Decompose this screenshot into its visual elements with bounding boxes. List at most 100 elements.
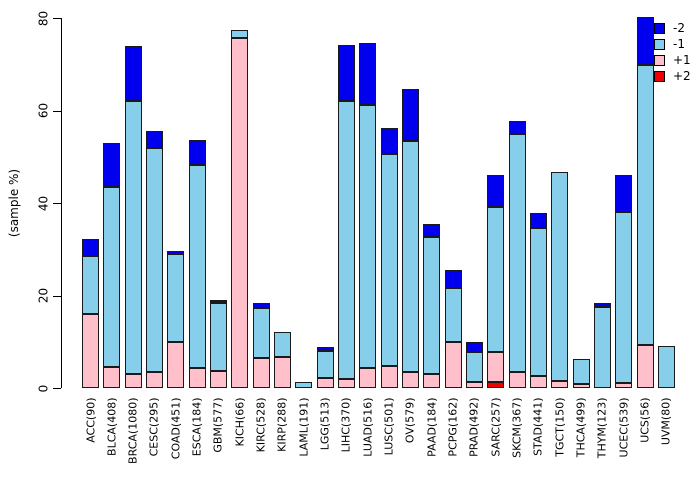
bar-segment-+1-UCS(56)	[636, 344, 654, 388]
bar-segment-+1-THCA(499)	[572, 384, 590, 388]
bar-segment--1-PAAD(184)	[423, 237, 441, 375]
bar-segment-+1-BRCA(1080)	[124, 374, 142, 388]
bar-segment-+1-KIRP(288)	[273, 356, 291, 388]
x-category-label: ESCA(184)	[190, 397, 204, 456]
bar-segment-+1-CESC(295)	[145, 371, 163, 388]
x-category-label: LGG(513)	[318, 397, 332, 450]
bar-segment--2-CESC(295)	[145, 131, 163, 148]
x-category-label: THYM(123)	[595, 397, 609, 458]
bar-segment--2-ACC(90)	[82, 238, 99, 257]
bar-segment-+1-GBM(577)	[209, 370, 227, 388]
x-category-label: BRCA(1080)	[126, 397, 140, 464]
y-tick-label: 60	[36, 102, 51, 119]
legend-label: -1	[673, 37, 685, 51]
x-category-label: KIRP(288)	[275, 397, 289, 452]
x-category-label: STAD(441)	[531, 397, 545, 456]
bar-segment--1-LUAD(516)	[359, 104, 377, 369]
x-category-label: OV(579)	[403, 397, 417, 443]
bar-segment--2-BLCA(408)	[103, 142, 121, 187]
x-category-label: ACC(90)	[84, 397, 97, 443]
bar-segment--1-OV(579)	[401, 140, 419, 372]
bar-segment--1-ESCA(184)	[188, 165, 206, 369]
y-axis-line	[61, 18, 62, 388]
x-category-label: CESC(295)	[147, 397, 161, 456]
x-category-label: PAAD(184)	[425, 397, 439, 457]
bar-segment-+1-LGG(513)	[316, 377, 334, 388]
x-category-label: PRAD(492)	[467, 397, 481, 457]
y-axis-tick	[53, 295, 61, 297]
bar-segment-+1-LIHC(370)	[337, 378, 355, 388]
bar-segment-+1-PRAD(492)	[465, 381, 483, 388]
bar-segment--1-UCEC(539)	[615, 211, 633, 384]
bar-segment--2-KIRC(528)	[252, 303, 270, 308]
bar-segment--1-BRCA(1080)	[124, 101, 142, 375]
y-tick-label: 20	[36, 287, 51, 304]
bar-segment--1-KICH(66)	[231, 30, 249, 39]
x-category-label: UCEC(539)	[617, 397, 631, 457]
bar-segment--1-KIRC(528)	[252, 307, 270, 358]
bar-segment--1-UCS(56)	[636, 65, 654, 345]
legend-label: +2	[673, 69, 691, 83]
x-category-label: THCA(499)	[574, 397, 588, 457]
bar-segment-+1-TGCT(150)	[551, 381, 569, 388]
bar-segment-+1-SKCM(367)	[508, 371, 526, 388]
bar-segment--2-UCEC(539)	[615, 174, 633, 212]
x-category-label: GBM(577)	[211, 397, 225, 453]
legend-item-+1: +1	[654, 54, 691, 67]
bar-segment-+1-COAD(451)	[167, 341, 185, 388]
legend-label: +1	[673, 53, 691, 67]
legend-item--2: -2	[654, 22, 691, 35]
bar-segment--1-SKCM(367)	[508, 134, 526, 372]
bar-segment--2-LUAD(516)	[359, 43, 377, 105]
x-category-label: UVM(80)	[659, 397, 673, 445]
bar-segment--1-SARC(257)	[487, 206, 505, 352]
bar-segment--1-TGCT(150)	[551, 171, 569, 382]
bar-segment--1-UVM(80)	[657, 346, 675, 388]
bar-segment--1-ACC(90)	[82, 256, 99, 314]
legend-swatch	[654, 55, 665, 66]
bar-segment--2-STAD(441)	[529, 213, 547, 228]
bar-segment--1-THYM(123)	[593, 307, 611, 388]
x-category-label: BLCA(408)	[105, 397, 119, 456]
bar-segment-+1-OV(579)	[401, 371, 419, 388]
bar-segment--2-LUSC(501)	[380, 127, 398, 155]
x-category-label: KIRC(528)	[254, 397, 268, 452]
x-category-label: TGCT(150)	[553, 397, 567, 457]
bar-segment-+1-ESCA(184)	[188, 368, 206, 388]
bar-segment--2-OV(579)	[401, 88, 419, 141]
bar-segment--2-LGG(513)	[316, 346, 334, 352]
bar-segment--2-PAAD(184)	[423, 223, 441, 238]
bar-segment-+2-SARC(257)	[487, 382, 505, 388]
bar-segment--1-LIHC(370)	[337, 101, 355, 379]
bar-segment-+1-LUSC(501)	[380, 365, 398, 388]
y-tick-label: 80	[36, 10, 51, 26]
x-category-label: SKCM(367)	[510, 397, 524, 458]
bar-segment--1-COAD(451)	[167, 253, 185, 342]
bar-segment--1-LGG(513)	[316, 351, 334, 378]
legend-swatch	[654, 39, 665, 50]
x-category-label: LUAD(516)	[361, 397, 375, 457]
y-axis-tick	[53, 388, 61, 389]
bar-segment--1-LAML(191)	[295, 381, 313, 388]
x-category-label: COAD(451)	[169, 397, 183, 459]
bar-segment--2-GBM(577)	[209, 300, 227, 304]
bar-segment-+1-UCEC(539)	[615, 383, 633, 388]
legend-item--1: -1	[654, 38, 691, 51]
y-axis-title: (sample %)	[7, 168, 21, 238]
x-category-label: KICH(66)	[233, 397, 247, 446]
bar-segment--1-STAD(441)	[529, 227, 547, 377]
bar-segment-+1-LUAD(516)	[359, 368, 377, 388]
bar-segment-+1-PCPG(162)	[444, 341, 462, 388]
bar-segment-+1-ACC(90)	[82, 314, 99, 388]
bar-segment--2-LIHC(370)	[337, 44, 355, 102]
bar-segment--1-PRAD(492)	[465, 351, 483, 382]
bar-segment--1-THCA(499)	[572, 359, 590, 385]
bar-segment--2-SARC(257)	[487, 174, 505, 207]
bar-segment-+1-KICH(66)	[231, 38, 249, 388]
legend-swatch	[654, 71, 665, 82]
bar-segment-+1-PAAD(184)	[423, 374, 441, 388]
bar-segment--1-LUSC(501)	[380, 154, 398, 366]
y-axis-tick	[53, 110, 61, 112]
bar-segment--1-BLCA(408)	[103, 186, 121, 368]
